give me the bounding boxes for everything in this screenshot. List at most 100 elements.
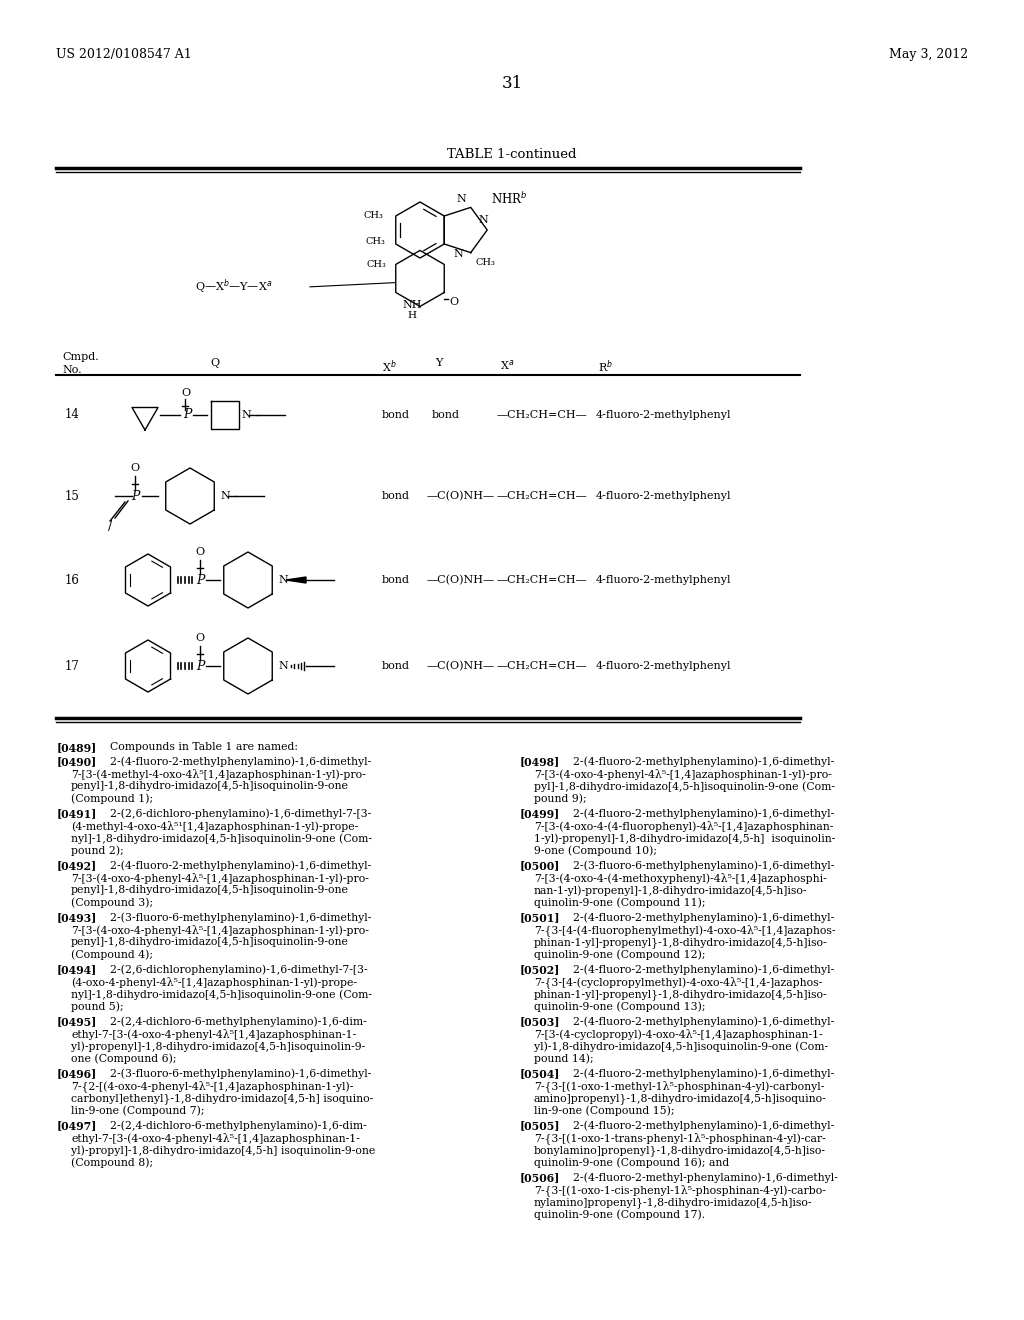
Text: (4-methyl-4-oxo-4λ⁵¹[1,4]azaphosphinan-1-yl)-prope-: (4-methyl-4-oxo-4λ⁵¹[1,4]azaphosphinan-1… (71, 821, 358, 832)
Text: [0506]: [0506] (520, 1172, 560, 1183)
Text: P: P (131, 490, 139, 503)
Text: penyl]-1,8-dihydro-imidazo[4,5-h]isoquinolin-9-one: penyl]-1,8-dihydro-imidazo[4,5-h]isoquin… (71, 937, 349, 946)
Text: N: N (457, 194, 466, 205)
Text: (4-oxo-4-phenyl-4λ⁵-[1,4]azaphosphinan-1-yl)-prope-: (4-oxo-4-phenyl-4λ⁵-[1,4]azaphosphinan-1… (71, 977, 357, 987)
Text: (Compound 1);: (Compound 1); (71, 793, 154, 804)
Text: 1-yl)-propenyl]-1,8-dihydro-imidazo[4,5-h]  isoquinolin-: 1-yl)-propenyl]-1,8-dihydro-imidazo[4,5-… (534, 833, 836, 843)
Text: US 2012/0108547 A1: US 2012/0108547 A1 (56, 48, 191, 61)
Text: nyl]-1,8-dihydro-imidazo[4,5-h]isoquinolin-9-one (Com-: nyl]-1,8-dihydro-imidazo[4,5-h]isoquinol… (71, 833, 372, 843)
Text: 7-[3-(4-oxo-4-(4-methoxyphenyl)-4λ⁵-[1,4]azaphosphi-: 7-[3-(4-oxo-4-(4-methoxyphenyl)-4λ⁵-[1,4… (534, 873, 826, 883)
Text: [0493]: [0493] (57, 912, 97, 923)
Text: [0496]: [0496] (57, 1068, 97, 1078)
Text: [0503]: [0503] (520, 1016, 560, 1027)
Text: [0489]: [0489] (57, 742, 97, 752)
Text: 2-(2,4-dichloro-6-methylphenylamino)-1,6-dim-: 2-(2,4-dichloro-6-methylphenylamino)-1,6… (103, 1119, 367, 1130)
Text: H: H (408, 310, 417, 319)
Text: [0499]: [0499] (520, 808, 560, 818)
Text: [0504]: [0504] (520, 1068, 560, 1078)
Text: P: P (196, 573, 204, 586)
Text: quinolin-9-one (Compound 12);: quinolin-9-one (Compound 12); (534, 949, 706, 960)
Text: 7-{2-[(4-oxo-4-phenyl-4λ⁵-[1,4]azaphosphinan-1-yl)-: 7-{2-[(4-oxo-4-phenyl-4λ⁵-[1,4]azaphosph… (71, 1081, 353, 1092)
Text: —CH₂CH=CH—: —CH₂CH=CH— (497, 411, 588, 420)
Text: 4-fluoro-2-methylphenyl: 4-fluoro-2-methylphenyl (596, 576, 731, 585)
Text: quinolin-9-one (Compound 11);: quinolin-9-one (Compound 11); (534, 898, 706, 908)
Text: 2-(2,6-dichloro-phenylamino)-1,6-dimethyl-7-[3-: 2-(2,6-dichloro-phenylamino)-1,6-dimethy… (103, 808, 372, 818)
Text: —C(O)NH—: —C(O)NH— (427, 661, 496, 671)
Text: Compounds in Table 1 are named:: Compounds in Table 1 are named: (103, 742, 298, 752)
Text: 2-(3-fluoro-6-methylphenylamino)-1,6-dimethyl-: 2-(3-fluoro-6-methylphenylamino)-1,6-dim… (566, 861, 835, 871)
Text: CH₃: CH₃ (366, 236, 385, 246)
Text: 4-fluoro-2-methylphenyl: 4-fluoro-2-methylphenyl (596, 661, 731, 671)
Text: R$^b$: R$^b$ (598, 358, 613, 375)
Text: 7-{3-[(1-oxo-1-trans-phenyl-1λ⁵-phosphinan-4-yl)-car-: 7-{3-[(1-oxo-1-trans-phenyl-1λ⁵-phosphin… (534, 1133, 825, 1144)
Text: 4-fluoro-2-methylphenyl: 4-fluoro-2-methylphenyl (596, 411, 731, 420)
Text: [0501]: [0501] (520, 912, 560, 923)
Text: O: O (130, 463, 139, 473)
Text: May 3, 2012: May 3, 2012 (889, 48, 968, 61)
Text: [0500]: [0500] (520, 861, 560, 871)
Text: 2-(4-fluoro-2-methylphenylamino)-1,6-dimethyl-: 2-(4-fluoro-2-methylphenylamino)-1,6-dim… (566, 964, 835, 974)
Text: /: / (108, 520, 112, 533)
Text: quinolin-9-one (Compound 13);: quinolin-9-one (Compound 13); (534, 1002, 706, 1012)
Text: 7-[3-(4-cyclopropyl)-4-oxo-4λ⁵-[1,4]azaphosphinan-1-: 7-[3-(4-cyclopropyl)-4-oxo-4λ⁵-[1,4]azap… (534, 1028, 822, 1040)
Text: 7-{3-[(1-oxo-1-cis-phenyl-1λ⁵-phosphinan-4-yl)-carbo-: 7-{3-[(1-oxo-1-cis-phenyl-1λ⁵-phosphinan… (534, 1184, 826, 1196)
Text: yl)-propenyl]-1,8-dihydro-imidazo[4,5-h]isoquinolin-9-: yl)-propenyl]-1,8-dihydro-imidazo[4,5-h]… (71, 1041, 366, 1052)
Text: 2-(4-fluoro-2-methylphenylamino)-1,6-dimethyl-: 2-(4-fluoro-2-methylphenylamino)-1,6-dim… (566, 1016, 835, 1027)
Text: —C(O)NH—: —C(O)NH— (427, 574, 496, 585)
Text: N: N (278, 576, 288, 585)
Text: [0497]: [0497] (57, 1119, 97, 1131)
Text: bonylamino]propenyl}-1,8-dihydro-imidazo[4,5-h]iso-: bonylamino]propenyl}-1,8-dihydro-imidazo… (534, 1144, 826, 1156)
Text: 7-[3-(4-methyl-4-oxo-4λ⁵[1,4]azaphosphinan-1-yl)-pro-: 7-[3-(4-methyl-4-oxo-4λ⁵[1,4]azaphosphin… (71, 768, 366, 780)
Text: Q—X$^b$—Y—X$^a$: Q—X$^b$—Y—X$^a$ (195, 277, 272, 296)
Text: lin-9-one (Compound 15);: lin-9-one (Compound 15); (534, 1106, 675, 1117)
Text: CH₃: CH₃ (364, 211, 384, 220)
Text: —CH₂CH=CH—: —CH₂CH=CH— (497, 661, 588, 671)
Text: O: O (181, 388, 190, 399)
Text: yl)-1,8-dihydro-imidazo[4,5-h]isoquinolin-9-one (Com-: yl)-1,8-dihydro-imidazo[4,5-h]isoquinoli… (534, 1041, 828, 1052)
Text: 31: 31 (502, 75, 522, 92)
Text: 2-(2,6-dichlorophenylamino)-1,6-dimethyl-7-[3-: 2-(2,6-dichlorophenylamino)-1,6-dimethyl… (103, 964, 368, 974)
Text: [0498]: [0498] (520, 756, 560, 767)
Text: 2-(3-fluoro-6-methylphenylamino)-1,6-dimethyl-: 2-(3-fluoro-6-methylphenylamino)-1,6-dim… (103, 1068, 372, 1078)
Text: [0494]: [0494] (57, 964, 97, 975)
Text: —CH₂CH=CH—: —CH₂CH=CH— (497, 576, 588, 585)
Text: N: N (220, 491, 229, 502)
Text: penyl]-1,8-dihydro-imidazo[4,5-h]isoquinolin-9-one: penyl]-1,8-dihydro-imidazo[4,5-h]isoquin… (71, 884, 349, 895)
Text: 9-one (Compound 10);: 9-one (Compound 10); (534, 846, 657, 857)
Text: CH₃: CH₃ (367, 260, 386, 269)
Text: Q: Q (211, 358, 219, 368)
Text: 17: 17 (65, 660, 80, 672)
Polygon shape (286, 577, 306, 583)
Text: bond: bond (382, 576, 410, 585)
Text: O: O (196, 634, 205, 643)
Text: (Compound 8);: (Compound 8); (71, 1158, 154, 1168)
Text: lin-9-one (Compound 7);: lin-9-one (Compound 7); (71, 1106, 205, 1117)
Text: [0491]: [0491] (57, 808, 97, 818)
Text: [0490]: [0490] (57, 756, 97, 767)
Text: yl)-propyl]-1,8-dihydro-imidazo[4,5-h] isoquinolin-9-one: yl)-propyl]-1,8-dihydro-imidazo[4,5-h] i… (71, 1144, 375, 1155)
Text: ethyl-7-[3-(4-oxo-4-phenyl-4λ⁵-[1,4]azaphosphinan-1-: ethyl-7-[3-(4-oxo-4-phenyl-4λ⁵-[1,4]azap… (71, 1133, 359, 1143)
Text: 2-(4-fluoro-2-methylphenylamino)-1,6-dimethyl-: 2-(4-fluoro-2-methylphenylamino)-1,6-dim… (566, 756, 835, 767)
Text: (Compound 4);: (Compound 4); (71, 949, 153, 960)
Text: —CH₂CH=CH—: —CH₂CH=CH— (497, 491, 588, 502)
Text: 7-[3-(4-oxo-4-phenyl-4λ⁵-[1,4]azaphosphinan-1-yl)-pro-: 7-[3-(4-oxo-4-phenyl-4λ⁵-[1,4]azaphosphi… (71, 924, 369, 936)
Text: phinan-1-yl]-propenyl}-1,8-dihydro-imidazo[4,5-h]iso-: phinan-1-yl]-propenyl}-1,8-dihydro-imida… (534, 937, 827, 948)
Text: 7-[3-(4-oxo-4-(4-fluorophenyl)-4λ⁵-[1,4]azaphosphinan-: 7-[3-(4-oxo-4-(4-fluorophenyl)-4λ⁵-[1,4]… (534, 821, 834, 832)
Text: [0492]: [0492] (57, 861, 97, 871)
Text: P: P (183, 408, 191, 421)
Text: TABLE 1-continued: TABLE 1-continued (447, 148, 577, 161)
Text: 14: 14 (65, 408, 80, 421)
Text: one (Compound 6);: one (Compound 6); (71, 1053, 176, 1064)
Text: 4-fluoro-2-methylphenyl: 4-fluoro-2-methylphenyl (596, 491, 731, 502)
Text: amino]propenyl}-1,8-dihydro-imidazo[4,5-h]isoquino-: amino]propenyl}-1,8-dihydro-imidazo[4,5-… (534, 1093, 826, 1104)
Text: [0505]: [0505] (520, 1119, 560, 1131)
Text: O: O (196, 546, 205, 557)
Text: 2-(4-fluoro-2-methyl-phenylamino)-1,6-dimethyl-: 2-(4-fluoro-2-methyl-phenylamino)-1,6-di… (566, 1172, 838, 1183)
Text: CH₃: CH₃ (475, 257, 496, 267)
Text: pound 5);: pound 5); (71, 1002, 124, 1012)
Text: [0495]: [0495] (57, 1016, 97, 1027)
Text: N: N (278, 661, 288, 671)
Text: X$^b$: X$^b$ (382, 358, 396, 375)
Text: Cmpd.: Cmpd. (62, 352, 98, 362)
Text: 7-{3-[(1-oxo-1-methyl-1λ⁵-phosphinan-4-yl)-carbonyl-: 7-{3-[(1-oxo-1-methyl-1λ⁵-phosphinan-4-y… (534, 1081, 824, 1092)
